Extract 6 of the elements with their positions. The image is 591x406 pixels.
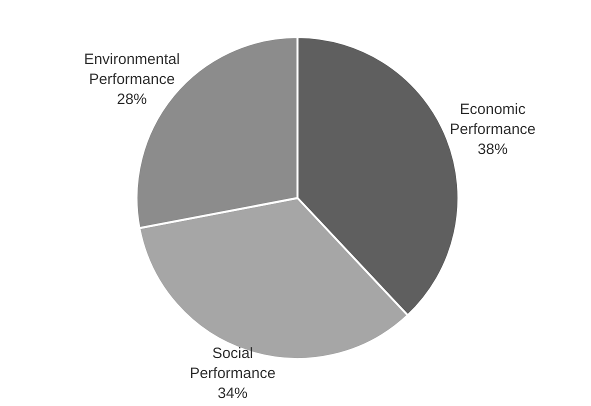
- slice-label: Environmental Performance: [84, 51, 180, 88]
- data-label: 38%: [478, 141, 508, 158]
- slice-label: Economic Performance: [450, 101, 536, 138]
- slice-label: Social Performance: [190, 345, 276, 382]
- data-label: 28%: [116, 91, 147, 108]
- data-label: 34%: [218, 385, 248, 402]
